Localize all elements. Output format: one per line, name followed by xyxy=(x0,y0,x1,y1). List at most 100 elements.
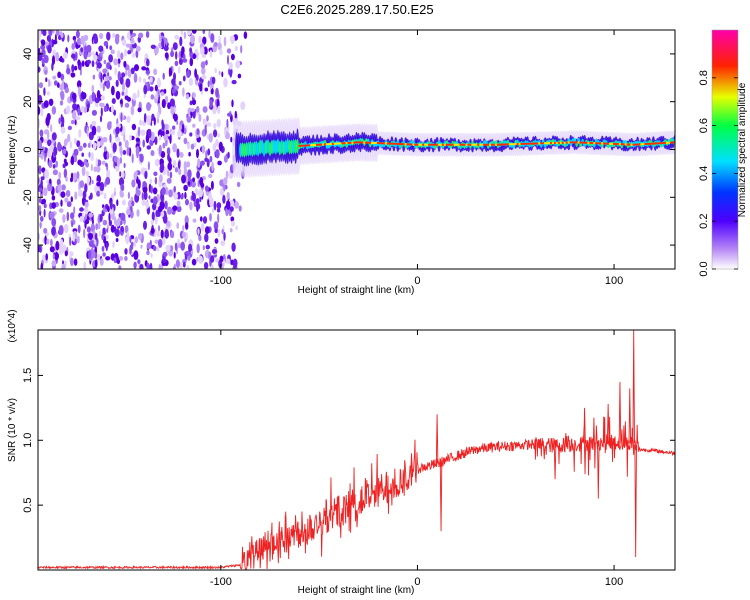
noise-blob xyxy=(76,235,80,244)
noise-blob xyxy=(124,102,130,108)
signal-peak xyxy=(367,141,370,144)
noise-blob xyxy=(176,200,181,208)
snr-series-group xyxy=(38,330,675,570)
noise-blob xyxy=(73,39,77,45)
signal-peak xyxy=(571,141,575,144)
noise-blob xyxy=(217,228,221,238)
signal-peak xyxy=(512,143,516,146)
noise-blob xyxy=(164,187,169,196)
noise-blob xyxy=(94,97,100,104)
noise-blob xyxy=(178,168,182,176)
signal-peak xyxy=(483,143,486,146)
noise-blob xyxy=(143,220,147,230)
signal-peak xyxy=(473,143,476,146)
noise-blob xyxy=(120,183,125,192)
noise-blob xyxy=(214,228,218,233)
noise-blob xyxy=(42,30,47,37)
noise-blob xyxy=(102,136,108,143)
noise-blob xyxy=(70,177,73,183)
noise-blob xyxy=(55,240,60,251)
noise-blob xyxy=(124,139,129,149)
noise-blob xyxy=(221,228,224,235)
noise-blob xyxy=(62,79,65,89)
noise-blob xyxy=(47,45,52,54)
noise-blob xyxy=(74,191,78,200)
snr-x-tick-label: -100 xyxy=(210,576,232,588)
noise-blob xyxy=(99,190,104,196)
noise-blob xyxy=(112,142,117,153)
noise-blob xyxy=(73,172,77,183)
signal-peak xyxy=(427,143,431,146)
noise-blob xyxy=(121,39,127,46)
signal-peak xyxy=(384,142,388,145)
noise-blob xyxy=(218,141,223,152)
noise-blob xyxy=(113,257,117,263)
signal-peak xyxy=(317,143,321,146)
noise-blob xyxy=(169,208,173,214)
noise-blob xyxy=(118,265,122,269)
noise-blob xyxy=(236,181,241,188)
noise-blob xyxy=(66,201,72,208)
noise-blob xyxy=(134,64,139,72)
noise-blob xyxy=(67,133,71,143)
noise-blob xyxy=(140,167,146,176)
noise-blob xyxy=(208,173,213,179)
noise-blob xyxy=(85,170,90,177)
noise-blob xyxy=(110,105,115,113)
noise-blob xyxy=(209,49,213,58)
noise-blob xyxy=(131,179,136,188)
signal-peak xyxy=(565,141,569,144)
noise-blob xyxy=(64,197,69,203)
noise-blob xyxy=(179,261,183,269)
signal-peak xyxy=(508,143,512,146)
signal-peak xyxy=(547,142,551,145)
signal-peak xyxy=(545,142,549,145)
noise-blob xyxy=(111,98,116,104)
noise-blob xyxy=(143,78,146,83)
noise-blob xyxy=(87,103,90,109)
noise-blob xyxy=(120,112,123,123)
noise-blob xyxy=(81,60,85,67)
noise-blob xyxy=(227,151,230,159)
noise-blob xyxy=(58,208,64,213)
noise-blob xyxy=(118,256,124,261)
noise-blob xyxy=(38,30,42,39)
noise-blob xyxy=(63,168,68,179)
noise-blob xyxy=(114,35,120,45)
noise-blob xyxy=(149,178,153,184)
noise-blob xyxy=(219,255,224,263)
noise-blob xyxy=(83,228,86,239)
noise-blob xyxy=(130,196,134,202)
signal-peak xyxy=(549,141,553,145)
noise-blob xyxy=(127,50,132,55)
noise-blob xyxy=(172,143,178,153)
noise-blob xyxy=(51,260,57,267)
noise-blob xyxy=(85,161,89,168)
signal-peak xyxy=(514,143,518,146)
noise-blob xyxy=(174,167,179,173)
noise-blob xyxy=(224,131,230,140)
signal-peak xyxy=(396,142,400,145)
noise-blob xyxy=(91,120,97,127)
noise-blob xyxy=(71,221,74,228)
noise-blob xyxy=(62,148,67,155)
noise-blob xyxy=(75,30,80,39)
noise-blob xyxy=(107,72,110,77)
colorbar: 0.0 0.2 0.4 0.6 0.8 Normalized spectral ampl… xyxy=(698,29,748,277)
noise-blob xyxy=(165,130,170,135)
signal-peak xyxy=(644,142,647,146)
signal-peak xyxy=(443,143,447,146)
noise-blob xyxy=(129,235,132,243)
signal-peak xyxy=(553,141,557,144)
signal-peak xyxy=(624,143,628,146)
noise-blob xyxy=(159,174,163,183)
noise-blob xyxy=(86,226,91,233)
signal-peak xyxy=(543,142,547,145)
noise-blob xyxy=(77,59,81,66)
noise-blob xyxy=(195,198,200,205)
noise-blob xyxy=(160,151,166,158)
colorbar-tick-label: 0.6 xyxy=(698,118,710,133)
noise-blob xyxy=(64,87,69,94)
noise-blob xyxy=(55,51,59,62)
noise-blob xyxy=(177,129,182,138)
